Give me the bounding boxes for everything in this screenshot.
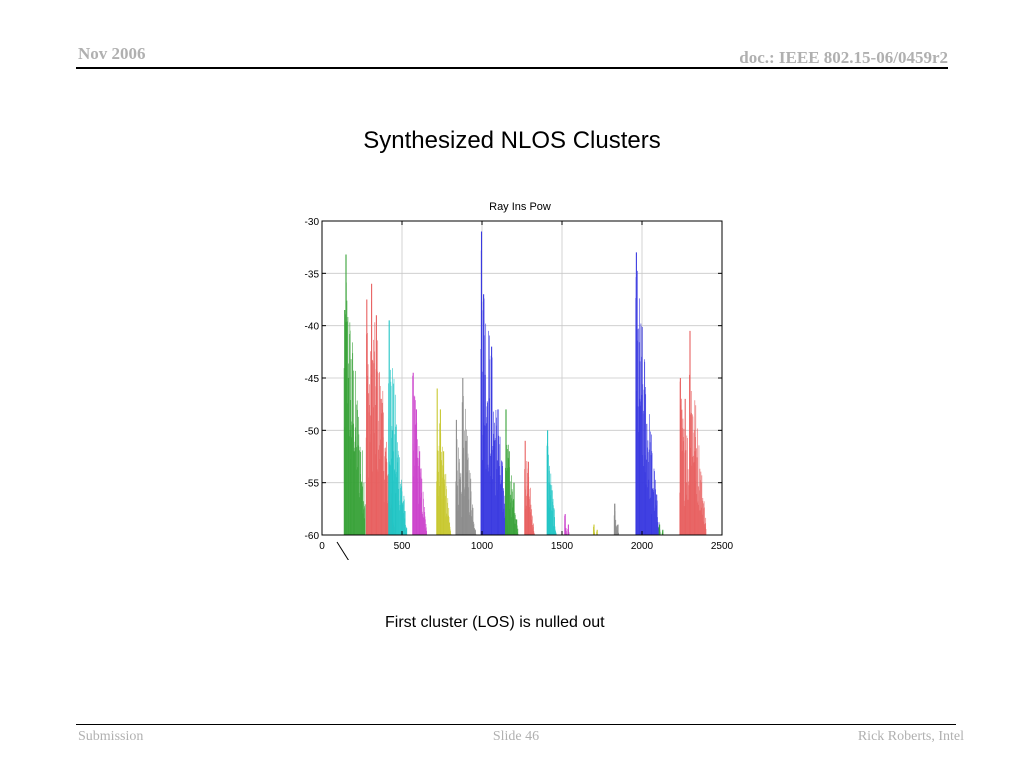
x-tick-label: 0	[319, 541, 325, 552]
series-15	[658, 524, 664, 535]
y-tick-label: -35	[305, 269, 320, 280]
x-tick-label: 2500	[711, 541, 734, 552]
footer-submission: Submission	[78, 729, 144, 744]
series-2	[365, 283, 396, 535]
header-date: Nov 2006	[78, 44, 146, 63]
series-3	[388, 320, 408, 535]
series-5	[436, 388, 452, 535]
axis-ticks: 0 500 1000 1500 2000 2500 -30 -35 -40 -45 -50 -55 -6…	[305, 217, 734, 552]
slide-title: Synthesized NLOS Clusters	[363, 127, 661, 154]
series-7	[480, 231, 509, 535]
series-14	[635, 252, 661, 535]
y-tick-label: -45	[305, 374, 320, 385]
x-tick-label: 1500	[551, 541, 574, 552]
series-10	[546, 430, 557, 535]
footer-slide-number: Slide 46	[492, 729, 540, 744]
data-series	[343, 231, 707, 535]
series-16	[679, 330, 707, 535]
header-rule	[76, 67, 948, 69]
series-1	[343, 254, 366, 535]
series-13	[613, 503, 619, 535]
annotation-text: First cluster (LOS) is nulled out	[385, 614, 605, 631]
footer-author: Rick Roberts, Intel	[857, 729, 964, 744]
y-tick-label: -30	[305, 217, 320, 228]
series-8	[505, 409, 519, 535]
series-4	[412, 372, 428, 535]
y-tick-label: -50	[305, 426, 320, 437]
y-tick-label: -55	[305, 479, 320, 490]
series-9	[524, 440, 535, 535]
y-tick-label: -40	[305, 322, 320, 333]
series-6	[455, 378, 477, 535]
series-11	[564, 514, 570, 535]
annotation-leader-line	[336, 541, 349, 560]
header-doc-id: doc.: IEEE 802.15-06/0459r2	[739, 48, 948, 67]
ray-power-chart: Ray Ins Pow 0 500 1000 1500 2000 2500 -30 -35 -4…	[305, 201, 734, 560]
series-12	[593, 524, 598, 535]
footer-rule	[76, 724, 956, 725]
x-tick-label: 2000	[631, 541, 654, 552]
chart-title: Ray Ins Pow	[489, 201, 551, 213]
x-tick-label: 500	[394, 541, 411, 552]
x-tick-label: 1000	[471, 541, 494, 552]
y-tick-label: -60	[305, 531, 320, 542]
